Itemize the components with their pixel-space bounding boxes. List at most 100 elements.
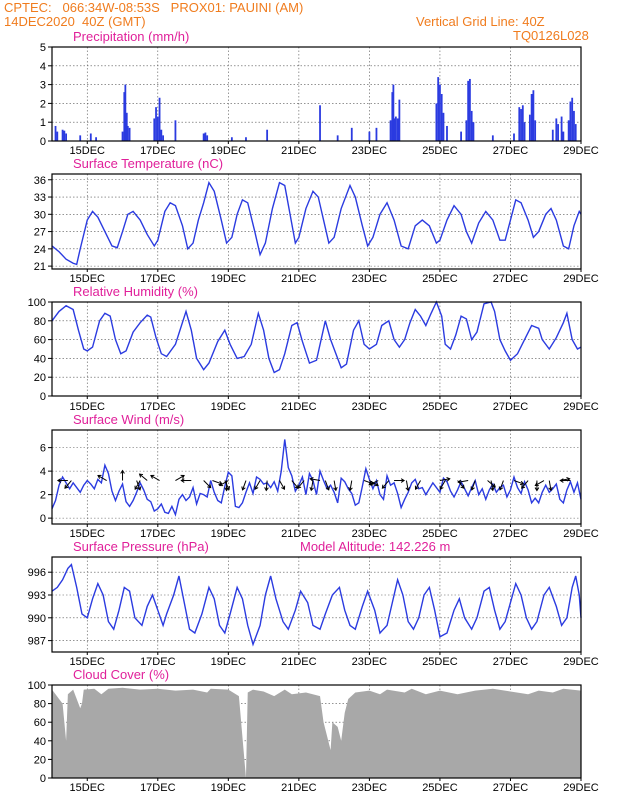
x-tick-label: 25DEC xyxy=(422,145,458,157)
wind-arrow-shaft xyxy=(415,480,421,490)
precip-bar xyxy=(393,118,396,141)
precip-bar xyxy=(532,90,535,141)
precip-bar xyxy=(123,92,126,141)
precip-bar xyxy=(528,114,531,141)
precip-bar xyxy=(319,105,321,141)
precip-bar xyxy=(128,127,131,141)
x-tick-label: 17DEC xyxy=(140,273,176,285)
y-tick-label: 27 xyxy=(34,227,46,239)
x-tick-label: 15DEC xyxy=(70,145,106,157)
panel-1: Surface Temperature (nC) 21 24 27 30 33 36 15DE… xyxy=(34,156,599,285)
wind-arrow-shaft xyxy=(513,480,524,485)
x-tick-label: 15DEC xyxy=(70,273,106,285)
wind-arrow-shaft xyxy=(254,480,261,490)
precip-bar xyxy=(465,120,468,141)
wind-arrow-head xyxy=(150,474,155,479)
station-header: CPTEC: 066:34W-08:53S PROX01: PAUINI (AM… xyxy=(4,0,304,15)
precip-bar xyxy=(398,99,401,141)
precip-bar xyxy=(95,137,97,141)
series-line xyxy=(51,439,582,517)
wind-arrow-head xyxy=(218,482,224,487)
x-tick-label: 23DEC xyxy=(352,782,388,794)
precip-bar xyxy=(555,118,558,141)
precip-bar xyxy=(56,131,59,141)
wind-arrow-shaft xyxy=(139,473,148,481)
precip-bar xyxy=(472,122,475,141)
x-tick-label: 27DEC xyxy=(493,782,529,794)
x-tick-label: 21DEC xyxy=(281,782,317,794)
wind-arrow-shaft xyxy=(136,480,141,491)
precip-bar xyxy=(336,135,339,141)
y-tick-label: 40 xyxy=(34,736,46,748)
panel-frame xyxy=(51,556,582,653)
precip-bar xyxy=(560,116,563,141)
precip-bar xyxy=(121,131,124,141)
y-tick-label: 60 xyxy=(34,335,46,347)
x-tick-label: 27DEC xyxy=(493,145,529,157)
wind-arrow-head xyxy=(460,484,465,489)
wind-arrow-shaft xyxy=(64,480,72,489)
x-tick-label: 17DEC xyxy=(140,782,176,794)
panel-subtitle: Model Altitude: 142.226 m xyxy=(300,539,450,554)
wind-arrow-head xyxy=(470,486,475,491)
x-tick-label: 29DEC xyxy=(563,528,599,540)
x-tick-label: 25DEC xyxy=(422,656,458,668)
wind-arrow-head xyxy=(333,486,338,492)
precip-bar xyxy=(491,135,494,141)
x-tick-label: 19DEC xyxy=(211,145,247,157)
wind-arrow-head xyxy=(374,482,379,487)
precip-bar xyxy=(435,103,438,141)
y-tick-label: 0 xyxy=(40,513,46,525)
wind-arrow-head xyxy=(491,483,496,488)
wind-arrow-shaft xyxy=(535,480,545,486)
y-tick-label: 30 xyxy=(34,209,46,221)
x-tick-label: 25DEC xyxy=(422,528,458,540)
x-tick-label: 19DEC xyxy=(211,273,247,285)
wind-arrow-shaft xyxy=(499,480,504,491)
wind-arrow-head xyxy=(180,478,185,483)
precip-bar xyxy=(350,127,353,141)
y-tick-label: 4 xyxy=(40,61,46,73)
wind-arrow-head xyxy=(559,478,564,483)
precip-bar xyxy=(63,130,66,141)
precip-bar xyxy=(79,135,82,141)
y-tick-label: 20 xyxy=(34,372,46,384)
x-tick-label: 29DEC xyxy=(563,782,599,794)
x-tick-label: 19DEC xyxy=(211,528,247,540)
precip-bar xyxy=(469,78,471,141)
x-tick-label: 19DEC xyxy=(211,782,247,794)
wind-arrow-shaft xyxy=(97,475,107,481)
wind-arrow-head xyxy=(519,480,525,486)
precip-bar xyxy=(54,125,57,141)
panel-5: Cloud Cover (%) 0 20 40 60 80 100 15DEC 17DEC 19D… xyxy=(28,667,599,794)
precip-bar xyxy=(202,133,205,141)
wind-arrow-head xyxy=(446,476,451,482)
y-tick-label: 20 xyxy=(34,754,46,766)
x-tick-label: 27DEC xyxy=(493,401,529,413)
precip-bar xyxy=(158,97,161,141)
x-tick-label: 23DEC xyxy=(352,528,388,540)
wind-arrow-head xyxy=(381,484,386,489)
panel-title: Surface Temperature (nC) xyxy=(73,156,223,171)
wind-arrow-shaft xyxy=(548,480,552,491)
wind-arrow-head xyxy=(56,478,62,483)
x-tick-label: 15DEC xyxy=(70,782,106,794)
precip-bar xyxy=(375,127,378,141)
precip-bar xyxy=(460,131,462,141)
x-tick-label: 29DEC xyxy=(563,273,599,285)
wind-arrow-shaft xyxy=(368,480,379,486)
y-tick-label: 36 xyxy=(34,175,46,187)
y-tick-label: 80 xyxy=(34,699,46,711)
precip-bar xyxy=(557,124,559,141)
x-tick-label: 29DEC xyxy=(563,145,599,157)
y-tick-label: 80 xyxy=(34,316,46,328)
precip-bar xyxy=(266,129,269,141)
panel-frame xyxy=(51,429,582,525)
x-tick-label: 21DEC xyxy=(281,273,317,285)
precip-bar xyxy=(162,135,164,141)
precip-bar xyxy=(230,137,233,141)
precip-bar xyxy=(520,109,522,141)
precip-bar xyxy=(392,84,395,141)
precip-bar xyxy=(569,101,572,141)
wind-arrow-head xyxy=(325,486,330,491)
